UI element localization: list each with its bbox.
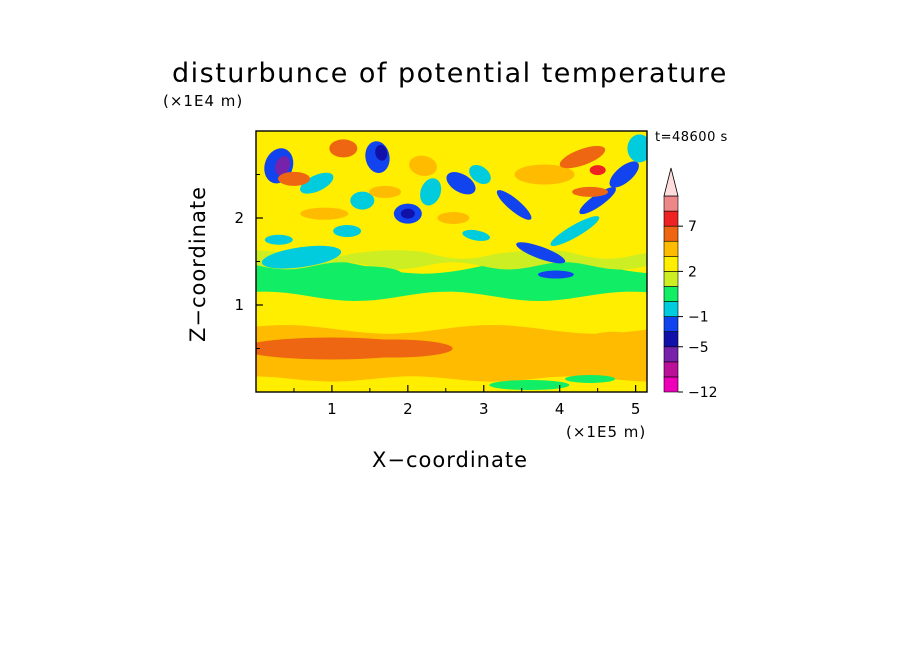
warm-cell-1 [329, 139, 358, 158]
warm-cell-0 [277, 171, 310, 186]
warm-cell-9 [369, 185, 402, 198]
colorbar-segment [663, 346, 679, 363]
cold-cell-15 [579, 187, 616, 215]
colorbar-segment [663, 316, 679, 332]
warm-cell-5 [589, 165, 606, 176]
colorbar-segment [663, 240, 679, 257]
cold-cell-2 [300, 172, 334, 194]
colorbar-tick-label: −1 [688, 310, 709, 326]
cold-cell-19 [264, 234, 293, 245]
warm-cell-7 [437, 212, 470, 224]
cold-cell-20 [462, 229, 490, 241]
cold-cell-3 [350, 191, 375, 210]
contour-field [256, 131, 647, 392]
green-mid-left [262, 265, 402, 292]
x-axis-unit: (×1E5 m) [566, 423, 647, 441]
green-bottom-right [565, 374, 616, 383]
colorbar-extension [663, 167, 679, 197]
cold-cell-12 [516, 242, 566, 264]
y-axis-unit: (×1E4 m) [163, 92, 244, 110]
cold-cell-11 [496, 190, 532, 220]
colorbar-segment [663, 195, 679, 212]
x-tick-label: 4 [555, 400, 565, 418]
colorbar-segment [663, 225, 679, 242]
colorbar-segment [663, 210, 679, 227]
colorbar-segment [663, 271, 679, 287]
warm-core-right [453, 331, 544, 348]
time-label: t=48600 s [655, 130, 728, 145]
y-tick-label: 2 [234, 209, 244, 227]
colorbar-tick-label: −12 [688, 385, 718, 401]
colorbar-tick-label: −5 [688, 340, 709, 356]
cold-cell-16 [609, 161, 639, 188]
warm-cell-8 [572, 186, 609, 197]
colorbar-segment [663, 361, 679, 378]
green-mid-center [385, 274, 476, 292]
warm-core-far [587, 331, 638, 348]
cold-cell-10 [469, 164, 491, 185]
colorbar-segment [663, 331, 679, 348]
cold-cell-14 [550, 216, 600, 246]
x-tick-label: 5 [631, 400, 641, 418]
cold-cell-1 [275, 156, 290, 176]
cold-cell-17 [627, 134, 647, 163]
x-tick-label: 1 [327, 400, 337, 418]
chart-title: disturbunce of potential temperature [172, 58, 728, 89]
x-axis-label: X−coordinate [372, 448, 528, 472]
cold-cell-18 [333, 225, 362, 238]
colorbar-segment [663, 376, 679, 393]
colorbar-tick-label: 2 [688, 264, 697, 280]
colorbar-segment [663, 256, 679, 272]
warm-cell-6 [300, 207, 349, 220]
warm-cell-3 [514, 164, 575, 185]
colorbar-segment [663, 286, 679, 302]
colorbar: −12−5−127 [663, 167, 718, 401]
warm-cell-4 [559, 145, 606, 169]
band-upper [256, 131, 647, 256]
cold-cell-5 [375, 144, 388, 161]
cold-cell-13 [537, 270, 574, 279]
green-bottom [489, 380, 570, 391]
colorbar-segment [663, 301, 679, 317]
cold-cell-8 [420, 178, 442, 206]
warm-core-peak [334, 344, 405, 357]
warm-cell-2 [409, 155, 437, 176]
colorbar-tick-label: 7 [688, 219, 697, 235]
y-tick-label: 1 [234, 296, 244, 314]
cyan-upper-left [261, 245, 342, 269]
cold-cell-9 [446, 172, 476, 195]
cold-cell-7 [400, 208, 415, 219]
x-tick-label: 3 [479, 400, 489, 418]
x-tick-label: 2 [403, 400, 413, 418]
